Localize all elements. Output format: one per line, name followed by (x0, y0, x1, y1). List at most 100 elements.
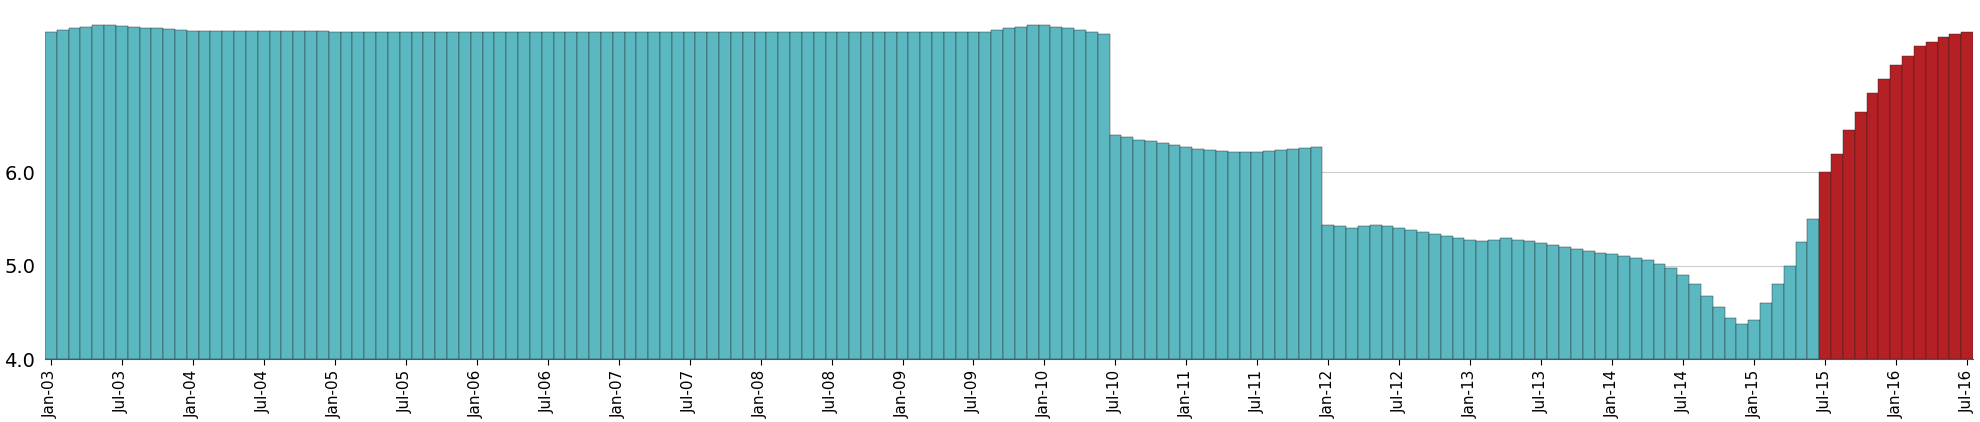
Bar (495, 32, 507, 359)
Bar (1748, 320, 1760, 359)
Bar (507, 32, 519, 359)
Bar (1016, 27, 1028, 359)
Bar (588, 32, 600, 359)
Bar (1109, 135, 1121, 359)
Bar (1796, 242, 1808, 359)
Bar (1441, 236, 1453, 359)
Bar (293, 31, 305, 359)
Bar (1346, 228, 1358, 359)
Bar (1855, 111, 1867, 359)
Bar (1820, 172, 1832, 359)
Bar (1465, 240, 1477, 359)
Bar (1867, 93, 1879, 359)
Bar (1558, 247, 1570, 359)
Bar (1004, 28, 1016, 359)
Bar (612, 32, 624, 359)
Bar (1299, 148, 1311, 359)
Bar (826, 32, 838, 359)
Bar (1192, 149, 1204, 359)
Bar (1323, 225, 1335, 359)
Bar (105, 25, 117, 359)
Bar (885, 32, 897, 359)
Bar (659, 32, 671, 359)
Bar (69, 28, 81, 359)
Bar (873, 32, 885, 359)
Bar (57, 30, 69, 359)
Bar (1701, 295, 1713, 359)
Bar (388, 32, 400, 359)
Bar (1962, 32, 1972, 359)
Bar (210, 31, 222, 359)
Bar (1263, 151, 1275, 359)
Bar (1891, 65, 1903, 359)
Bar (1808, 219, 1820, 359)
Bar (1430, 234, 1441, 359)
Bar (778, 32, 790, 359)
Bar (1832, 154, 1843, 359)
Bar (600, 32, 612, 359)
Bar (1523, 241, 1535, 359)
Bar (968, 32, 980, 359)
Bar (1121, 137, 1133, 359)
Bar (1204, 150, 1216, 359)
Bar (459, 32, 471, 359)
Bar (1239, 152, 1251, 359)
Bar (341, 32, 352, 359)
Bar (543, 32, 554, 359)
Bar (519, 32, 531, 359)
Bar (1382, 227, 1394, 359)
Bar (1927, 41, 1938, 359)
Bar (531, 32, 543, 359)
Bar (1570, 249, 1582, 359)
Bar (1772, 284, 1784, 359)
Bar (636, 32, 647, 359)
Bar (1879, 79, 1891, 359)
Bar (1275, 150, 1287, 359)
Bar (447, 32, 459, 359)
Bar (1168, 145, 1180, 359)
Bar (127, 27, 139, 359)
Bar (246, 31, 257, 359)
Bar (1049, 27, 1061, 359)
Bar (1028, 25, 1040, 359)
Bar (1606, 254, 1618, 359)
Bar (719, 32, 731, 359)
Bar (647, 32, 659, 359)
Bar (933, 32, 944, 359)
Bar (1418, 232, 1430, 359)
Bar (1370, 225, 1382, 359)
Bar (1406, 230, 1418, 359)
Bar (1630, 258, 1641, 359)
Bar (624, 32, 636, 359)
Bar (861, 32, 873, 359)
Bar (766, 32, 778, 359)
Bar (944, 32, 956, 359)
Bar (849, 32, 861, 359)
Bar (46, 32, 57, 359)
Bar (1582, 251, 1594, 359)
Bar (1358, 227, 1370, 359)
Bar (1061, 28, 1073, 359)
Bar (578, 32, 588, 359)
Bar (707, 32, 719, 359)
Bar (376, 32, 388, 359)
Bar (412, 32, 424, 359)
Bar (1534, 243, 1546, 359)
Bar (683, 32, 695, 359)
Bar (1335, 227, 1346, 359)
Bar (802, 32, 814, 359)
Bar (483, 32, 495, 359)
Bar (1713, 307, 1725, 359)
Bar (1653, 264, 1665, 359)
Bar (1689, 284, 1701, 359)
Bar (980, 32, 992, 359)
Bar (790, 32, 802, 359)
Bar (956, 32, 968, 359)
Bar (1477, 241, 1489, 359)
Bar (1511, 240, 1523, 359)
Bar (436, 32, 447, 359)
Bar (198, 31, 210, 359)
Bar (1784, 266, 1796, 359)
Bar (1760, 303, 1772, 359)
Bar (81, 27, 93, 359)
